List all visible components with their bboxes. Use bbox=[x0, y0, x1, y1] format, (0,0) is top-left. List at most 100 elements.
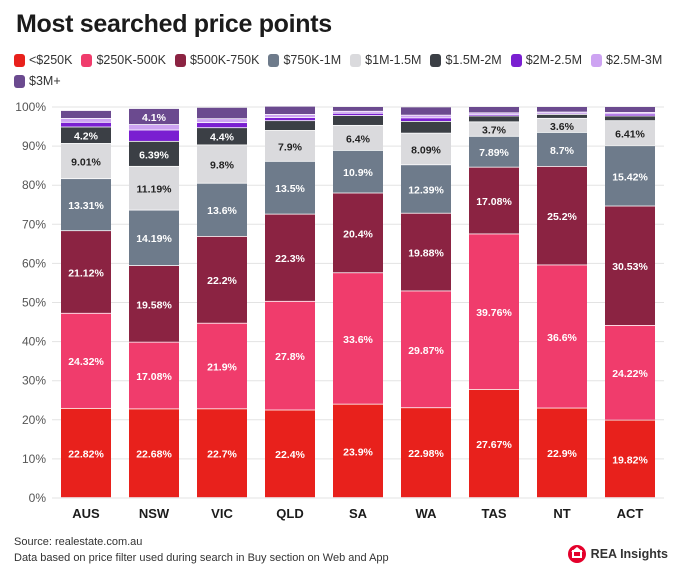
data-label: 22.98% bbox=[408, 448, 444, 460]
bar-segment bbox=[605, 112, 655, 114]
bar-segment bbox=[61, 110, 111, 119]
data-label: 19.58% bbox=[136, 299, 172, 311]
data-label: 15.42% bbox=[612, 171, 648, 183]
data-label: 23.9% bbox=[343, 446, 373, 458]
bar-segment bbox=[605, 121, 655, 146]
bar-segment bbox=[605, 325, 655, 420]
y-tick-label: 60% bbox=[22, 256, 46, 270]
x-tick-label: ACT bbox=[617, 506, 644, 521]
bar-segment bbox=[265, 130, 315, 161]
data-label: 22.9% bbox=[547, 448, 577, 460]
y-tick-label: 100% bbox=[15, 100, 46, 114]
data-label: 8.7% bbox=[550, 145, 575, 157]
data-label: 12.39% bbox=[408, 184, 444, 196]
x-tick-label: NSW bbox=[139, 506, 170, 521]
y-tick-label: 10% bbox=[22, 452, 46, 466]
bar-segment bbox=[401, 121, 451, 133]
bar-segment bbox=[401, 213, 451, 291]
data-label: 4.1% bbox=[142, 112, 167, 124]
legend-swatch bbox=[14, 53, 25, 67]
bar-segment bbox=[61, 179, 111, 231]
data-label: 4.2% bbox=[74, 131, 99, 143]
bar-segment bbox=[265, 161, 315, 214]
legend-label: $3M+ bbox=[29, 74, 61, 88]
data-label: 30.53% bbox=[612, 261, 648, 273]
bar-segment bbox=[265, 301, 315, 410]
bar-segment bbox=[61, 143, 111, 179]
bar-segment bbox=[197, 236, 247, 323]
data-label: 22.68% bbox=[136, 449, 172, 461]
bar-segment bbox=[537, 107, 587, 112]
data-label: 6.4% bbox=[346, 133, 371, 145]
bar-segment bbox=[401, 107, 451, 115]
data-label: 6.41% bbox=[615, 129, 645, 141]
legend-swatch bbox=[81, 53, 93, 67]
methodology-note: Data based on price filter used during s… bbox=[14, 552, 389, 564]
y-tick-label: 0% bbox=[29, 491, 47, 505]
legend-label: $500K-750K bbox=[189, 53, 260, 67]
bar-segment bbox=[469, 167, 519, 234]
bar-segment bbox=[401, 408, 451, 498]
data-label: 17.08% bbox=[136, 371, 172, 383]
data-label: 3.6% bbox=[550, 121, 575, 133]
legend-label: <$250K bbox=[29, 53, 73, 67]
data-label: 20.4% bbox=[343, 228, 373, 240]
legend-swatch bbox=[174, 53, 186, 67]
legend-item: $3M+ bbox=[14, 73, 61, 89]
bar-segment bbox=[537, 265, 587, 408]
data-label: 22.82% bbox=[68, 448, 104, 460]
bar-segment bbox=[401, 165, 451, 213]
data-label: 11.19% bbox=[136, 184, 172, 196]
bar-segment bbox=[61, 313, 111, 408]
data-label: 33.6% bbox=[343, 334, 373, 346]
legend-swatch bbox=[350, 53, 362, 67]
bar-segment bbox=[333, 404, 383, 498]
bar-segment bbox=[265, 114, 315, 118]
bar-segment bbox=[469, 114, 519, 116]
data-label: 25.2% bbox=[547, 211, 577, 223]
data-label: 27.67% bbox=[476, 439, 512, 451]
bar-segment bbox=[265, 410, 315, 498]
y-tick-label: 90% bbox=[22, 139, 46, 153]
legend-label: $1.5M-2M bbox=[445, 53, 502, 67]
data-label: 6.39% bbox=[139, 149, 169, 161]
bar-segment bbox=[265, 214, 315, 301]
bar-segment bbox=[537, 166, 587, 265]
legend-item: $1M-1.5M bbox=[350, 52, 421, 68]
legend-item: $500K-750K bbox=[174, 52, 260, 68]
bar-segment bbox=[401, 115, 451, 118]
bar-segment bbox=[605, 114, 655, 116]
bar-segment bbox=[469, 234, 519, 390]
bar-segment bbox=[333, 115, 383, 125]
bar-segment bbox=[333, 125, 383, 150]
legend-swatch bbox=[430, 53, 442, 67]
bar-segment bbox=[129, 409, 179, 498]
bar-segment bbox=[197, 123, 247, 128]
x-tick-label: WA bbox=[416, 506, 438, 521]
bar-segment bbox=[197, 145, 247, 183]
bar-segment bbox=[537, 408, 587, 498]
bar-segment bbox=[469, 389, 519, 498]
bar-segment bbox=[605, 146, 655, 206]
bar-segment bbox=[197, 323, 247, 409]
data-label: 10.9% bbox=[343, 167, 373, 179]
house-icon bbox=[567, 545, 586, 563]
data-label: 4.4% bbox=[210, 132, 235, 144]
bar-segment bbox=[469, 113, 519, 115]
bar-segment bbox=[401, 291, 451, 408]
x-tick-label: SA bbox=[349, 506, 368, 521]
bar-segment bbox=[537, 118, 587, 133]
legend-item: $1.5M-2M bbox=[430, 52, 502, 68]
legend-label: $250K-500K bbox=[96, 53, 166, 67]
bar-segment bbox=[61, 127, 111, 144]
bar-segment bbox=[61, 118, 111, 122]
bar-segment bbox=[333, 113, 383, 116]
bar-segment bbox=[61, 122, 111, 127]
bar-segment bbox=[197, 107, 247, 119]
bar-segment bbox=[265, 117, 315, 121]
x-tick-label: TAS bbox=[481, 506, 506, 521]
legend-swatch bbox=[510, 53, 522, 67]
bar-segment bbox=[129, 124, 179, 130]
data-label: 8.09% bbox=[411, 144, 441, 156]
bar-segment bbox=[129, 166, 179, 210]
